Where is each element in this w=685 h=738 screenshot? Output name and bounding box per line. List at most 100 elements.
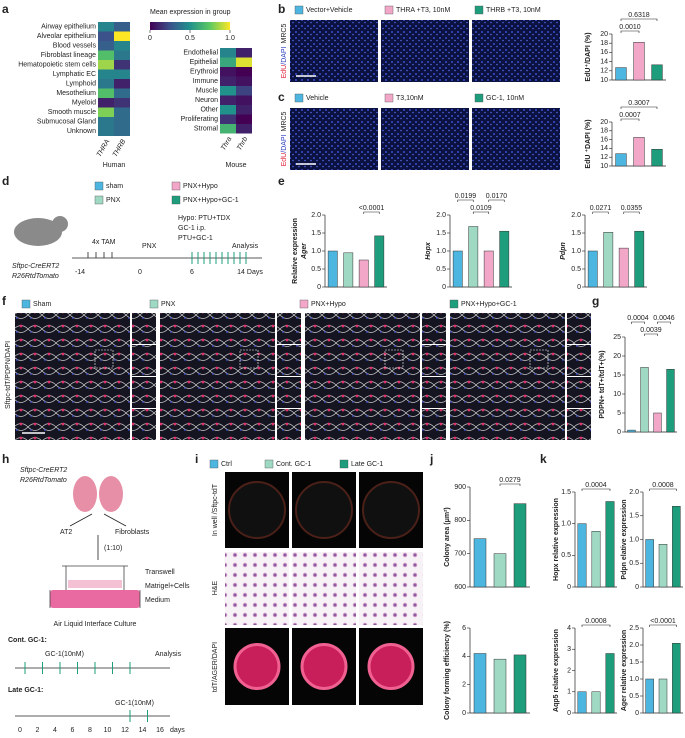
y-tick-label: 2 [567,667,571,674]
y-tick-label: 1.0 [311,248,321,255]
legend-label: sham [106,183,123,190]
heat-cell [236,124,252,134]
inset [132,377,156,408]
legend-swatch [21,299,31,309]
heat-cell [114,126,130,136]
row-label: Muscle [196,88,218,95]
day-label: 8 [88,727,92,734]
inset [422,409,446,440]
axis-label: Hopx relative expression [553,498,560,581]
image-label: EdU/DAPI MRC5 [281,112,288,167]
panel-letter: j [429,452,433,466]
legend-label: Ctrl [221,461,232,468]
heat-cell [98,117,114,127]
axis-label: Ager [301,242,308,260]
legend-label: Vehicle [306,95,329,102]
legend-swatch [474,93,484,103]
y-tick-label: 3 [567,646,571,653]
axis-label: PDPN+ tdT+/tdT+(%) [599,350,606,418]
treatment-label: GC-1(10nM) [115,700,154,707]
image-label-part: MRC5 [281,112,288,132]
y-tick-label: 600 [454,584,466,591]
inset [277,345,301,376]
heat-cell [114,31,130,41]
end-label: Analysis [155,651,182,658]
colorbar-tick-label: 0 [148,35,152,42]
axis-label: Pdpn [560,242,567,260]
bar [374,235,385,288]
culture-label: Air Liquid Interface Culture [54,621,137,628]
heat-cell [220,76,236,86]
y-tick-label: 0.5 [629,560,639,567]
heat-cell [98,50,114,60]
strain-label: R26RtdTomato [20,477,67,484]
bar [591,531,601,588]
colorbar-title: Mean expression in group [150,9,231,16]
significance-bracket [457,199,474,202]
p-value: 0.3007 [628,100,650,107]
heat-cell [98,98,114,108]
y-tick-label: 12 [600,154,608,161]
legend-swatch [294,5,304,15]
significance-bracket [488,199,505,202]
p-value: 0.0271 [590,205,612,212]
bar [603,232,614,288]
inset-box [384,349,404,369]
bar [658,544,668,588]
p-value: 0.0170 [486,193,508,200]
significance-bracket [592,211,609,214]
row-label: Stromal [194,126,219,133]
heat-cell [220,114,236,124]
day-label: 0 [18,727,22,734]
micrograph [290,108,378,170]
bar [591,691,601,714]
y-tick-label: 2.5 [629,625,639,632]
heat-cell [98,88,114,98]
bar [645,678,654,714]
bar [473,538,487,588]
p-value: 0.0355 [621,205,643,212]
significance-bracket [581,488,611,491]
col-label: THRB [112,138,128,158]
significance-bracket [363,211,380,214]
inset [277,377,301,408]
heat-cell [114,69,130,79]
y-tick-label: 2.0 [436,212,446,219]
col-label: Thrb [236,136,249,152]
schedule-name: Late GC-1: [8,687,43,694]
legend-swatch [384,93,394,103]
bar [513,654,527,714]
p-value: 0.0279 [499,477,521,484]
row-label: Alveolar epithelium [37,33,96,40]
y-tick-label: 1.5 [311,230,321,237]
image-label-part: MRC5 [281,24,288,44]
group-label: Human [103,162,126,169]
legend-swatch [171,181,181,191]
panel-letter: e [278,174,285,188]
bar [672,506,681,588]
panel-letter: a [2,2,9,16]
y-tick-label: 12 [600,68,608,75]
y-tick-label: 0.5 [561,552,571,559]
y-tick-label: 1.0 [629,676,639,683]
heat-cell [114,88,130,98]
organoid [367,643,415,690]
y-tick-label: 0 [567,710,571,717]
col-label: Thra [220,136,233,152]
lung-icon [73,476,97,512]
panel-letter: i [195,452,198,466]
y-tick-label: 10 [600,77,608,84]
p-value: 0.0109 [470,205,492,212]
bar [577,691,587,714]
heat-cell [236,105,252,115]
y-tick-label: 20 [600,119,608,126]
heat-cell [236,86,252,96]
heat-cell [220,95,236,105]
axis-label: Ager relative expression [621,630,628,711]
timeline-label: Analysis [232,243,259,250]
significance-bracket [631,321,645,324]
micrograph [305,313,420,440]
legend-swatch [94,181,104,191]
y-tick-label: 2 [462,682,466,689]
